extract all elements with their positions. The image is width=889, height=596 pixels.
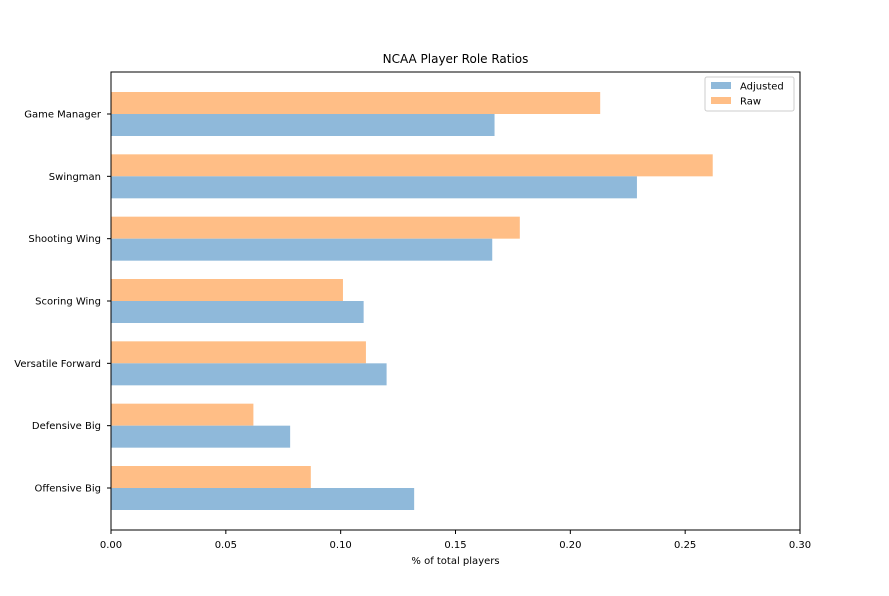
y-tick-label: Defensive Big xyxy=(32,421,101,432)
x-axis: 0.00 0.05 0.10 0.15 0.20 0.25 0.30 xyxy=(100,530,811,551)
bar-raw xyxy=(111,216,520,239)
x-tick-label: 0.30 xyxy=(789,540,811,551)
bar-adjusted xyxy=(111,114,495,136)
legend-label: Raw xyxy=(740,97,761,108)
y-axis: Game Manager Swingman Shooting Wing Scoring… xyxy=(14,110,111,495)
legend-label: Adjusted xyxy=(740,82,784,93)
bar-adjusted xyxy=(111,488,415,510)
legend: Adjusted Raw xyxy=(704,76,795,112)
x-axis-label: % of total players xyxy=(411,556,499,567)
bar-raw xyxy=(111,154,713,177)
bar-raw xyxy=(111,92,601,114)
y-tick-label: Shooting Wing xyxy=(28,234,101,245)
bars-layer xyxy=(111,92,713,510)
y-tick-label: Game Manager xyxy=(24,110,102,121)
chart-title: NCAA Player Role Ratios xyxy=(383,52,529,66)
bar-raw xyxy=(111,466,311,488)
x-tick-label: 0.20 xyxy=(559,540,581,551)
bar-raw xyxy=(111,403,254,426)
legend-swatch xyxy=(711,97,731,104)
x-tick-label: 0.10 xyxy=(330,540,352,551)
bar-adjusted xyxy=(111,176,637,199)
x-tick-label: 0.25 xyxy=(674,540,696,551)
bar-raw xyxy=(111,341,366,364)
x-tick-label: 0.00 xyxy=(100,540,122,551)
bar-adjusted xyxy=(111,425,291,448)
y-tick-label: Scoring Wing xyxy=(35,297,101,308)
bar-adjusted xyxy=(111,238,493,261)
y-tick-label: Versatile Forward xyxy=(14,359,101,370)
bar-adjusted xyxy=(111,301,364,323)
y-tick-label: Offensive Big xyxy=(35,484,101,495)
x-tick-label: 0.15 xyxy=(444,540,466,551)
x-tick-label: 0.05 xyxy=(215,540,237,551)
bar-raw xyxy=(111,279,343,301)
legend-swatch xyxy=(711,82,731,89)
y-tick-label: Swingman xyxy=(49,172,101,183)
bar-adjusted xyxy=(111,363,387,386)
